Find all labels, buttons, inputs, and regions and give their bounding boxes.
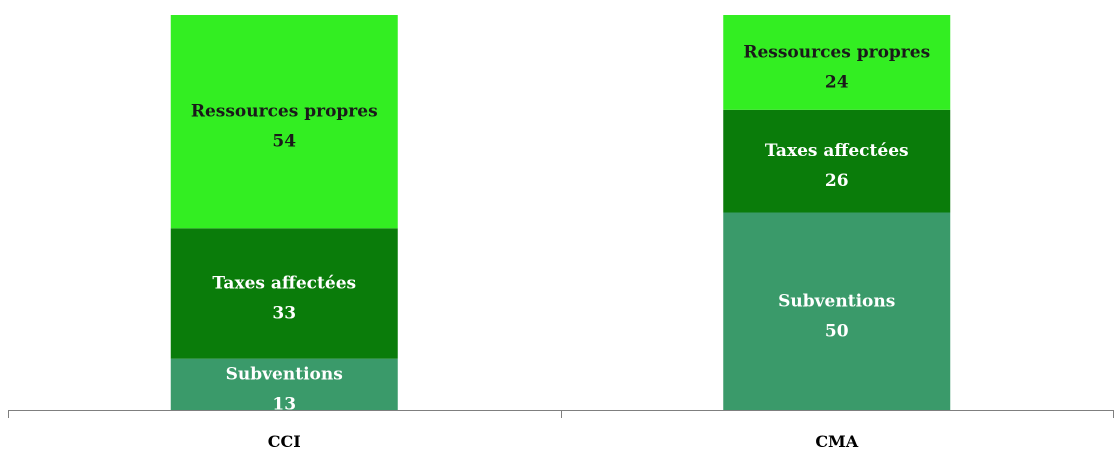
data-label-value-cci-taxes-affectees: 33 (272, 303, 296, 323)
data-label-name-cci-subventions: Subventions (226, 364, 343, 384)
bar-segment-cci-taxes-affectees (170, 228, 398, 359)
bar-segment-cma-taxes-affectees (723, 109, 951, 213)
bar-segment-cci-subventions (170, 358, 398, 410)
data-label-value-cma-ressources-propres: 24 (825, 72, 849, 92)
data-label-value-cma-taxes-affectees: 26 (825, 171, 849, 191)
data-label-name-cci-taxes-affectees: Taxes affectées (212, 273, 356, 293)
x-axis (8, 410, 1114, 418)
data-label-value-cci-ressources-propres: 54 (272, 132, 296, 152)
data-label-name-cma-taxes-affectees: Taxes affectées (765, 141, 909, 161)
category-label-cci: CCI (268, 432, 301, 451)
bar-segment-cma-ressources-propres (723, 15, 951, 110)
category-labels: CCI CMA (268, 432, 859, 451)
bars-group: Subventions 13 Taxes affectées 33 Ressources… (170, 15, 951, 414)
data-label-name-cma-ressources-propres: Ressources propres (743, 42, 930, 62)
data-label-value-cci-subventions: 13 (272, 394, 296, 414)
data-label-name-cci-ressources-propres: Ressources propres (191, 102, 378, 122)
bar-segment-cma-subventions (723, 212, 951, 410)
category-label-cma: CMA (815, 432, 858, 451)
data-label-value-cma-subventions: 50 (825, 321, 849, 341)
data-label-name-cma-subventions: Subventions (778, 291, 895, 311)
bar-segment-cci-ressources-propres (170, 15, 398, 229)
